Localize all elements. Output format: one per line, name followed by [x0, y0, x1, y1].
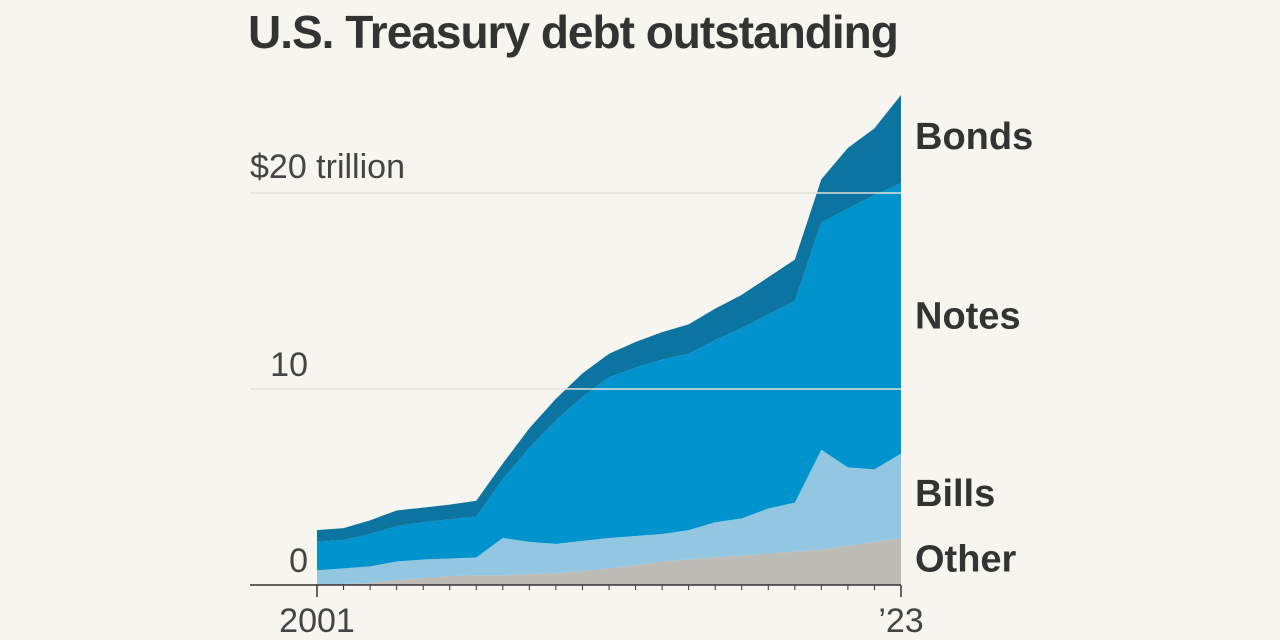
x-tick-label: 2001 [279, 602, 355, 640]
y-tick-label: $20 trillion [250, 148, 405, 186]
chart-title: U.S. Treasury debt outstanding [248, 6, 898, 58]
area [317, 183, 901, 571]
series-label: Other [915, 539, 1017, 581]
y-tick-label: 10 [270, 346, 308, 384]
area [317, 537, 901, 585]
series-label: Bonds [915, 116, 1033, 158]
y-tick-label: 0 [289, 542, 308, 580]
x-tick-label: ’23 [878, 602, 923, 640]
area [317, 449, 901, 585]
series-label: Bills [915, 473, 995, 515]
series-label: Notes [915, 295, 1021, 337]
